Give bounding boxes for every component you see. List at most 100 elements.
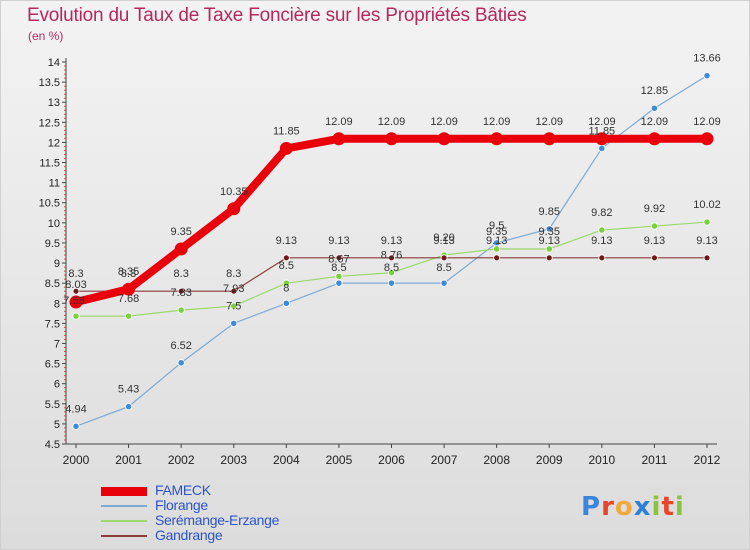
y-tick-label: 9 [54, 258, 60, 270]
y-tick-label: 10 [48, 218, 60, 230]
data-point-gandrange [598, 254, 606, 262]
data-label-gandrange: 9.13 [433, 235, 454, 247]
data-label-gandrange: 9.13 [328, 235, 349, 247]
data-point-gandrange [388, 254, 395, 262]
data-point-florange [282, 299, 290, 307]
data-label-florange: 7.5 [226, 300, 241, 312]
data-point-fameck [542, 132, 556, 146]
y-tick-label: 13 [48, 97, 60, 109]
data-point-seremange-erzange [282, 279, 290, 287]
data-label-seremange-erzange: 8.67 [328, 253, 349, 265]
y-tick-label: 8 [54, 298, 60, 310]
data-point-fameck [490, 132, 504, 146]
data-label-gandrange: 9.13 [591, 235, 612, 247]
data-point-florange [440, 279, 448, 287]
y-tick-label: 5.5 [45, 399, 60, 411]
data-label-gandrange: 8.3 [226, 268, 241, 280]
data-point-florange [124, 403, 133, 411]
data-point-seremange-erzange [493, 245, 501, 253]
y-tick-label: 9.5 [45, 238, 60, 250]
data-point-fameck [437, 132, 451, 146]
data-point-fameck [279, 141, 293, 155]
data-point-gandrange [493, 254, 501, 262]
chart-axes: 4.5 5 5.5 6 6.5 7 7.5 8 8.5 9 9.5 10 10.5 11 11.5 12 12.… [39, 57, 721, 467]
data-label-gandrange: 9.13 [381, 235, 402, 247]
logo-letter: x [633, 492, 652, 522]
y-tick-label: 5 [54, 419, 60, 431]
data-point-fameck [122, 282, 136, 296]
data-point-fameck [385, 132, 398, 146]
data-point-fameck [174, 242, 188, 256]
data-label-gandrange: 9.13 [696, 235, 717, 247]
logo-letter: i [651, 492, 662, 522]
data-point-gandrange [72, 287, 80, 295]
data-point-florange [650, 104, 659, 112]
data-label-fameck: 11.85 [273, 125, 300, 137]
y-tick-label: 4.5 [45, 439, 60, 451]
legend-label-seremange-erzange: Serémange-Erzange [155, 512, 280, 528]
logo-letter: r [601, 492, 615, 522]
data-point-seremange-erzange [335, 272, 343, 280]
data-label-fameck: 9.35 [170, 226, 191, 238]
x-tick-label: 2005 [326, 453, 353, 467]
data-label-florange: 8 [283, 282, 289, 294]
data-label-fameck: 12.09 [588, 116, 616, 128]
data-label-florange: 8.5 [384, 262, 399, 274]
chart-series-lines [69, 72, 714, 430]
data-label-gandrange: 8.3 [174, 268, 189, 280]
x-tick-label: 2004 [273, 453, 300, 467]
data-point-seremange-erzange [703, 218, 711, 226]
x-tick-label: 2003 [220, 453, 247, 467]
x-tick-label: 2002 [168, 453, 195, 467]
data-label-gandrange: 9.13 [276, 235, 297, 247]
x-tick-label: 2000 [63, 453, 90, 467]
data-label-seremange-erzange: 7.68 [118, 293, 139, 305]
x-tick-label: 2008 [483, 453, 510, 467]
logo-letter: t [661, 492, 675, 522]
data-point-florange [703, 72, 711, 80]
data-point-fameck [595, 132, 609, 146]
data-label-fameck: 12.09 [430, 116, 458, 128]
data-point-seremange-erzange [387, 269, 396, 277]
x-tick-label: 2006 [378, 453, 405, 467]
legend-label-gandrange: Gandrange [155, 527, 223, 543]
y-tick-label: 12 [48, 137, 60, 149]
data-label-fameck: 10.35 [220, 186, 248, 198]
logo-letter: o [614, 492, 634, 522]
data-label-seremange-erzange: 9.82 [591, 207, 612, 219]
data-label-florange: 9.85 [539, 206, 560, 218]
data-point-gandrange [651, 254, 658, 262]
y-tick-label: 7 [54, 338, 60, 350]
data-point-gandrange [177, 287, 185, 295]
data-point-gandrange [282, 254, 290, 262]
data-point-seremange-erzange [72, 312, 80, 320]
data-point-florange [335, 279, 343, 287]
logo-letter: P [581, 492, 602, 522]
data-label-florange: 8.5 [436, 262, 451, 274]
data-label-florange: 4.94 [65, 403, 86, 415]
data-point-florange [230, 319, 238, 327]
data-label-gandrange: 8.3 [121, 268, 136, 280]
data-label-seremange-erzange: 7.68 [63, 295, 84, 307]
data-label-gandrange: 9.13 [539, 235, 560, 247]
data-point-florange [177, 359, 185, 367]
data-point-seremange-erzange [598, 226, 606, 234]
y-tick-label: 6.5 [45, 359, 60, 371]
x-tick-label: 2010 [588, 453, 615, 467]
y-tick-label: 12.5 [39, 117, 60, 129]
data-label-seremange-erzange: 9.35 [486, 226, 507, 238]
data-label-fameck: 8.35 [118, 266, 139, 278]
data-label-florange: 5.43 [118, 384, 139, 396]
legend-swatch-gandrange [101, 535, 147, 537]
data-label-fameck: 8.03 [65, 279, 86, 291]
data-label-seremange-erzange: 9.35 [539, 226, 560, 238]
chart-title: Evolution du Taux de Taxe Foncière sur l… [27, 5, 527, 26]
legend-swatch-fameck [101, 487, 147, 496]
data-point-florange [545, 225, 553, 233]
legend-swatch-florange [101, 505, 147, 507]
data-point-fameck [69, 295, 83, 309]
y-tick-label: 6 [54, 379, 60, 391]
data-label-gandrange: 8.3 [68, 268, 83, 280]
data-point-gandrange [545, 254, 553, 262]
